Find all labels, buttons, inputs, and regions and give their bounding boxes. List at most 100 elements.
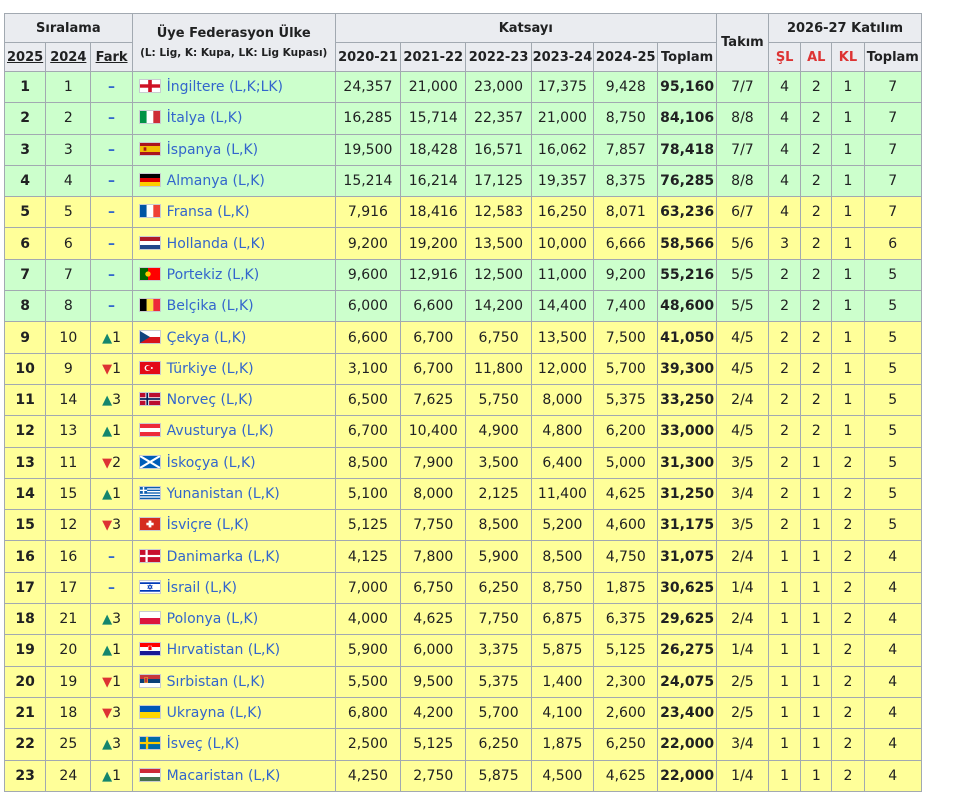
coef-2021-22: 7,750: [400, 509, 467, 542]
rank-2024: 25: [45, 728, 92, 761]
coef-total: 31,075: [657, 540, 717, 573]
rank-change: ▲1: [90, 415, 133, 448]
country-cell: Fransa (L,K): [131, 196, 336, 229]
header-toplam[interactable]: Toplam: [657, 42, 717, 72]
coef-2020-21: 19,500: [334, 133, 402, 166]
coef-2023-24: 4,500: [530, 759, 595, 792]
coef-2023-24: 1,875: [530, 728, 595, 761]
slots-kl: 2: [831, 540, 865, 573]
country-link[interactable]: Belçika (L,K): [166, 298, 254, 315]
country-cell: Yunanistan (L,K): [131, 477, 336, 511]
rank-2025: 13: [3, 446, 47, 479]
slots-sl: 4: [768, 133, 802, 166]
coef-2021-22: 21,000: [400, 70, 467, 104]
england-flag-icon: [138, 79, 161, 94]
country-link[interactable]: Hollanda (L,K): [166, 235, 266, 252]
coef-2021-22: 6,700: [400, 321, 467, 354]
coef-total: 95,160: [657, 70, 717, 104]
rank-2024: 4: [45, 164, 92, 198]
country-cell: Çekya (L,K): [131, 321, 336, 354]
country-link[interactable]: İsveç (L,K): [166, 736, 240, 753]
header-takim[interactable]: Takım: [715, 13, 770, 72]
teams-remaining: 3/4: [715, 728, 770, 761]
coef-2024-25: 6,666: [593, 227, 659, 260]
country-link[interactable]: Sırbistan (L,K): [166, 673, 266, 690]
rank-2025: 10: [3, 352, 47, 385]
country-link[interactable]: İsrail (L,K): [166, 579, 238, 596]
coef-2020-21: 7,000: [334, 571, 402, 605]
slots-al: 2: [800, 196, 833, 229]
country-link[interactable]: İskoçya (L,K): [166, 454, 256, 471]
slots-kl: 1: [831, 70, 865, 104]
header-season-1[interactable]: 2020-21: [334, 42, 402, 72]
header-season-4[interactable]: 2023-24: [530, 42, 595, 72]
header-2024[interactable]: 2024: [45, 42, 92, 72]
header-fark[interactable]: Fark: [90, 42, 133, 72]
header-kl[interactable]: KL: [831, 42, 865, 72]
table-row: 19 20 ▲1 Hırvatistan (L,K) 5,900 6,000 3,375 5,…: [3, 634, 923, 667]
country-cell: Türkiye (L,K): [131, 352, 336, 385]
rank-change-value: 1: [112, 360, 122, 377]
country-link[interactable]: Danimarka (L,K): [166, 548, 281, 565]
country-link[interactable]: Çekya (L,K): [166, 329, 247, 346]
country-link[interactable]: Almanya (L,K): [166, 173, 265, 190]
header-federation[interactable]: Üye Federasyon Ülke (L: Lig, K: Kupa, LK…: [131, 13, 336, 72]
header-season-3[interactable]: 2022-23: [465, 42, 532, 72]
teams-remaining: 3/5: [715, 509, 770, 542]
slots-kl: 2: [831, 509, 865, 542]
header-season-2[interactable]: 2021-22: [400, 42, 467, 72]
rank-2025: 20: [3, 665, 47, 698]
rank-2025: 12: [3, 415, 47, 448]
country-link[interactable]: Türkiye (L,K): [166, 360, 254, 377]
coef-total: 31,300: [657, 446, 717, 479]
country-link[interactable]: Macaristan (L,K): [166, 767, 281, 784]
header-sl[interactable]: ŞL: [768, 42, 802, 72]
header-al[interactable]: AL: [800, 42, 833, 72]
rank-change-value: 3: [112, 705, 122, 722]
coef-2022-23: 4,900: [465, 415, 532, 448]
coef-2022-23: 16,571: [465, 133, 532, 166]
country-link[interactable]: İngiltere (L,K;LK): [166, 79, 284, 96]
rank-2025: 9: [3, 321, 47, 354]
slots-sl: 2: [768, 415, 802, 448]
coef-2024-25: 6,250: [593, 728, 659, 761]
table-row: 14 15 ▲1 Yunanistan (L,K) 5,100 8,000 2,125 11,…: [3, 477, 923, 511]
slots-al: 1: [800, 571, 833, 605]
no-change-icon: –: [108, 298, 116, 315]
slots-total: 4: [863, 759, 923, 792]
coef-2020-21: 8,500: [334, 446, 402, 479]
country-link[interactable]: Fransa (L,K): [166, 204, 250, 221]
slots-al: 2: [800, 70, 833, 104]
rank-down-icon: ▼: [102, 518, 113, 534]
rank-down-icon: ▼: [102, 455, 113, 471]
header-2025[interactable]: 2025: [3, 42, 47, 72]
coef-total: 55,216: [657, 258, 717, 292]
rank-change: –: [90, 540, 133, 573]
rank-2025: 6: [3, 227, 47, 260]
header-toplam-katilim[interactable]: Toplam: [863, 42, 923, 72]
rank-change-value: 1: [112, 486, 122, 502]
teams-remaining: 4/5: [715, 415, 770, 448]
country-link[interactable]: İspanya (L,K): [166, 141, 259, 158]
country-link[interactable]: Polonya (L,K): [166, 611, 259, 628]
country-link[interactable]: Ukrayna (L,K): [166, 705, 262, 722]
table-row: 22 25 ▲3 İsveç (L,K) 2,500 5,125 6,250 1,875 6,2…: [3, 728, 923, 761]
coef-2023-24: 16,062: [530, 133, 595, 166]
coef-2023-24: 8,500: [530, 540, 595, 573]
slots-al: 2: [800, 258, 833, 292]
country-link[interactable]: Yunanistan (L,K): [166, 486, 280, 502]
country-link[interactable]: Norveç (L,K): [166, 392, 253, 409]
country-link[interactable]: İtalya (L,K): [166, 110, 243, 127]
rank-2024: 20: [45, 634, 92, 667]
header-season-5[interactable]: 2024-25: [593, 42, 659, 72]
country-link[interactable]: Avusturya (L,K): [166, 423, 274, 440]
teams-remaining: 1/4: [715, 634, 770, 667]
coef-total: 29,625: [657, 603, 717, 636]
country-link[interactable]: Portekiz (L,K): [166, 266, 260, 283]
coef-2022-23: 22,357: [465, 102, 532, 135]
coef-total: 23,400: [657, 696, 717, 730]
coef-2020-21: 2,500: [334, 728, 402, 761]
coef-2024-25: 6,200: [593, 415, 659, 448]
country-link[interactable]: Hırvatistan (L,K): [166, 642, 281, 659]
country-link[interactable]: İsviçre (L,K): [166, 517, 249, 534]
